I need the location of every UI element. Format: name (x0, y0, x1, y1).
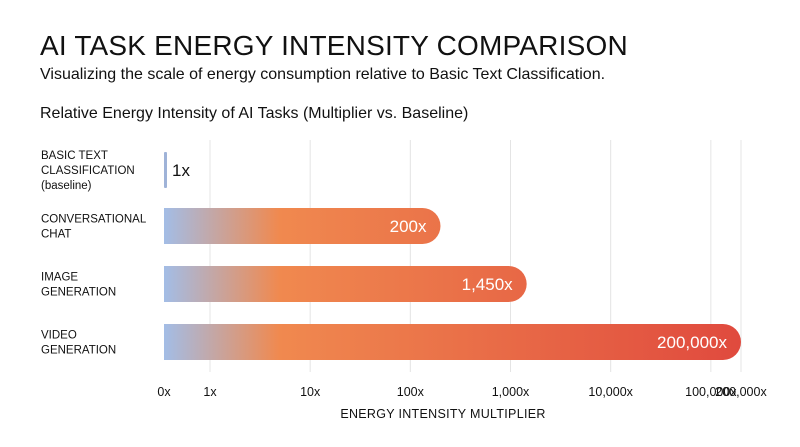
x-tick-label: 10,000x (588, 385, 633, 399)
x-tick-label: 0x (157, 385, 171, 399)
bar (164, 208, 441, 244)
chart-title: Relative Energy Intensity of AI Tasks (M… (40, 105, 469, 122)
x-tick-label: 1x (203, 385, 217, 399)
category-label: BASIC TEXT CLASSIFICATION (baseline) (41, 150, 135, 192)
bar-value-label: 1,450x (462, 275, 514, 294)
category-label: CONVERSATIONAL CHAT (41, 214, 147, 241)
category-label: VIDEO GENERATION (41, 330, 116, 357)
x-tick-label: 100,000x (685, 385, 737, 399)
bar (164, 324, 741, 360)
x-tick-label: 1,000x (492, 385, 530, 399)
category-label: IMAGE GENERATION (41, 272, 116, 299)
x-axis-title: ENERGY INTENSITY MULTIPLIER (340, 407, 545, 421)
bar-value-label: 200x (390, 217, 427, 236)
page-subtitle: Visualizing the scale of energy consumpt… (40, 66, 606, 83)
bar-value-label: 1x (172, 161, 190, 180)
bar (164, 152, 167, 188)
x-tick-label: 200,000x (715, 385, 767, 399)
x-tick-label: 100x (397, 385, 425, 399)
bar-value-label: 200,000x (657, 333, 727, 352)
page-title: AI TASK ENERGY INTENSITY COMPARISON (40, 30, 628, 61)
x-tick-label: 10x (300, 385, 321, 399)
bar (164, 266, 527, 302)
